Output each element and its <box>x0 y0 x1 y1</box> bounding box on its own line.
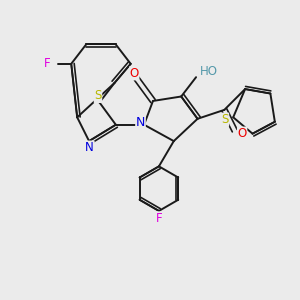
Text: F: F <box>44 57 51 70</box>
Text: O: O <box>238 127 247 140</box>
Text: S: S <box>94 89 102 102</box>
Text: N: N <box>136 116 145 129</box>
Text: O: O <box>130 67 139 80</box>
Text: N: N <box>85 141 94 154</box>
Text: F: F <box>156 212 162 225</box>
Text: S: S <box>221 113 229 126</box>
Text: HO: HO <box>200 65 217 78</box>
